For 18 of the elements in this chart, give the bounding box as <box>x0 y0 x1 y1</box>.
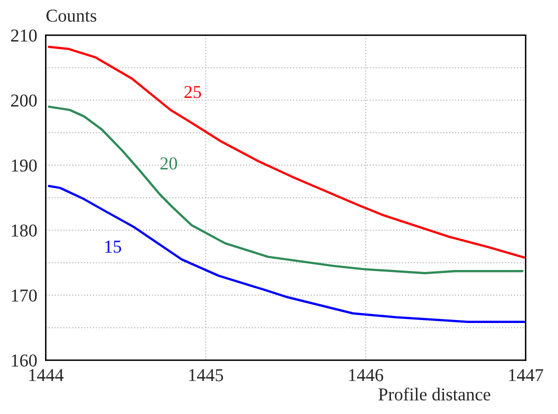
x-tick-label: 1445 <box>189 369 224 382</box>
series-label: 15 <box>105 240 122 253</box>
x-tick-label: 1446 <box>349 369 384 382</box>
series-label: 25 <box>184 86 202 98</box>
y-tick-label: 190 <box>12 159 37 172</box>
line-series <box>48 46 526 259</box>
y-tick-label: 200 <box>11 94 37 107</box>
series-label: 20 <box>160 157 178 170</box>
x-tick-label: 1444 <box>29 369 64 382</box>
y-tick-label: 170 <box>12 289 37 302</box>
x-axis-title: Profile distance <box>378 388 490 401</box>
line-series <box>48 184 526 323</box>
y-axis-title: Counts <box>46 10 96 22</box>
x-tick-label: 1447 <box>509 369 544 382</box>
y-tick-label: 180 <box>12 224 37 237</box>
line-series <box>48 106 524 274</box>
y-tick-label: 160 <box>12 354 37 367</box>
y-tick-label: 210 <box>11 29 37 42</box>
